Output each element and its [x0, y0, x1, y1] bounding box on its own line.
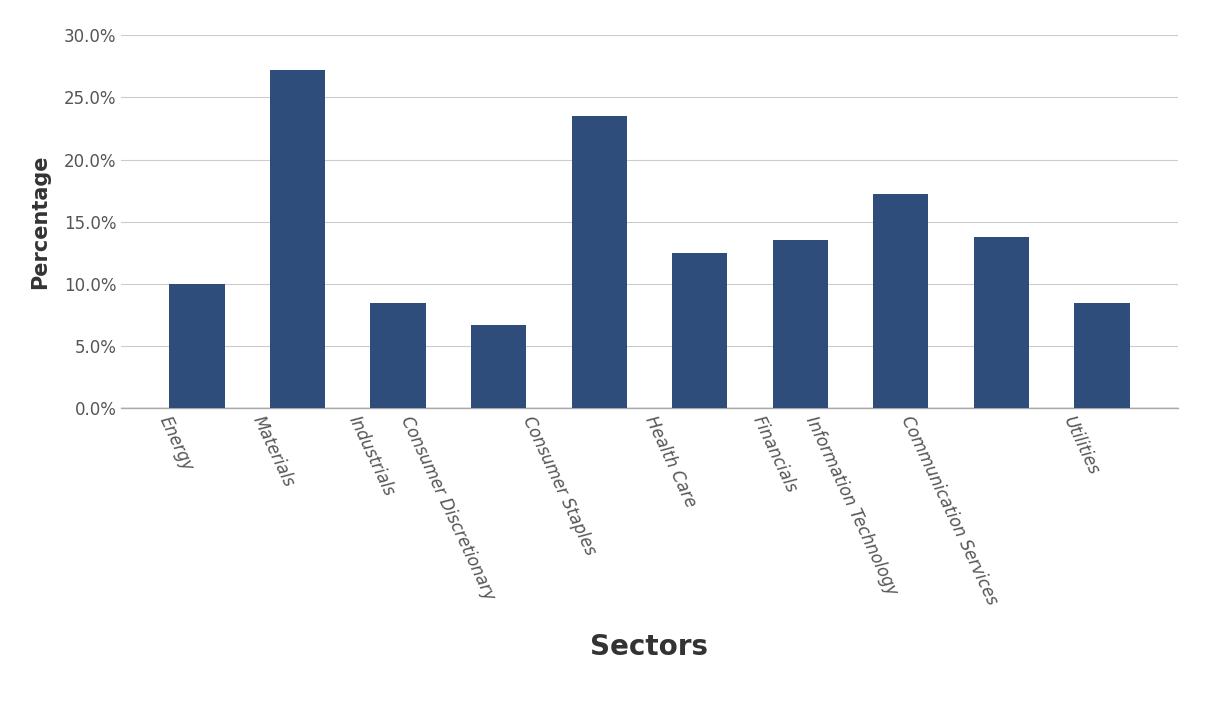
Bar [974, 237, 1029, 408]
Y-axis label: Percentage: Percentage [30, 154, 50, 289]
Bar [572, 116, 626, 408]
Bar [772, 241, 828, 408]
X-axis label: Sectors: Sectors [590, 633, 709, 661]
Bar [673, 253, 727, 408]
Bar [170, 284, 225, 408]
Bar [1074, 303, 1129, 408]
Bar [873, 194, 929, 408]
Bar [270, 70, 325, 408]
Bar [370, 303, 426, 408]
Bar [471, 325, 527, 408]
